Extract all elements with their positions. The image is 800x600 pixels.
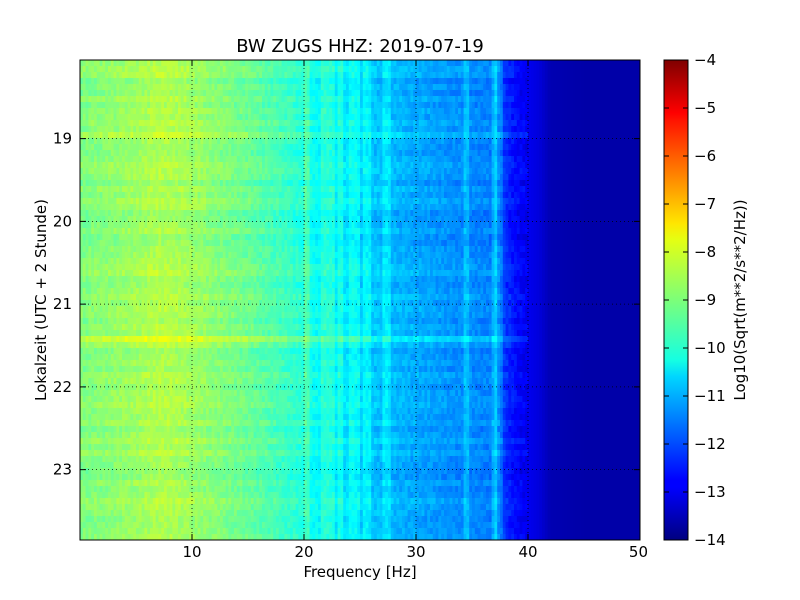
spectrogram-heatmap	[80, 60, 641, 541]
chart-title: BW ZUGS HHZ: 2019-07-19	[236, 36, 484, 57]
